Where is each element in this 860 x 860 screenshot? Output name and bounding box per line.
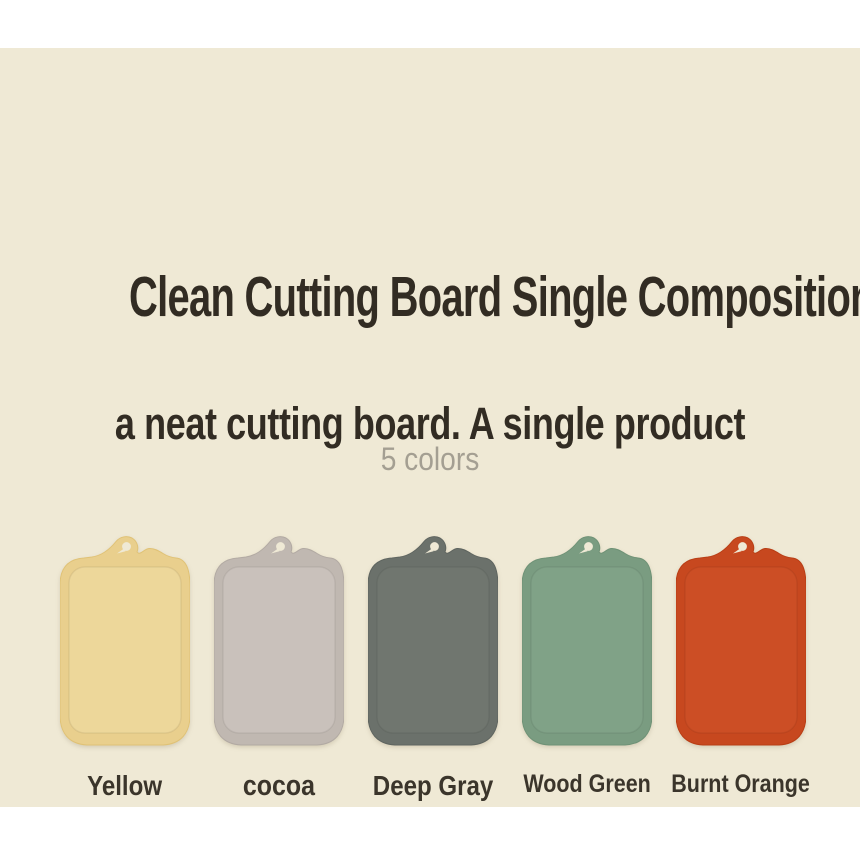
page-title: Clean Cutting Board Single Composition: [129, 265, 860, 330]
product-color-label: Burnt Orange: [671, 770, 811, 798]
product-swatch: Burnt Orange: [672, 535, 810, 801]
product-swatch: cocoa: [214, 535, 344, 801]
cutting-board-graphic: [214, 536, 344, 746]
hang-hook-cutout: [117, 542, 131, 554]
product-color-label: cocoa: [242, 770, 316, 802]
board-rim: [684, 566, 798, 734]
cutting-board-graphic: [368, 536, 498, 746]
cream-panel: Clean Cutting Board Single Composition a…: [0, 48, 860, 807]
cutting-board-graphic: [676, 536, 806, 746]
product-swatch: Wood Green: [522, 535, 652, 801]
product-color-label: Yellow: [87, 770, 163, 801]
board-rim: [222, 566, 336, 734]
colors-count-label: 5 colors: [380, 441, 480, 477]
product-swatch: Yellow: [60, 535, 190, 801]
board-rim: [376, 566, 490, 734]
hang-hook-cutout: [425, 542, 439, 554]
hang-hook-cutout: [733, 542, 747, 554]
cutting-board-graphic: [60, 536, 190, 746]
cutting-board-graphic: [522, 536, 652, 746]
product-color-label: Deep Gray: [372, 770, 494, 801]
product-swatch: Deep Gray: [368, 535, 498, 801]
product-color-label: Wood Green: [523, 770, 651, 798]
hang-hook-cutout: [579, 542, 593, 554]
board-rim: [68, 566, 182, 734]
page-subtitle: a neat cutting board. A single product: [114, 398, 746, 450]
board-rim: [530, 566, 644, 734]
boards-row: Yellow cocoa Deep Gray Wood Green: [60, 535, 810, 801]
hang-hook-cutout: [271, 542, 285, 554]
